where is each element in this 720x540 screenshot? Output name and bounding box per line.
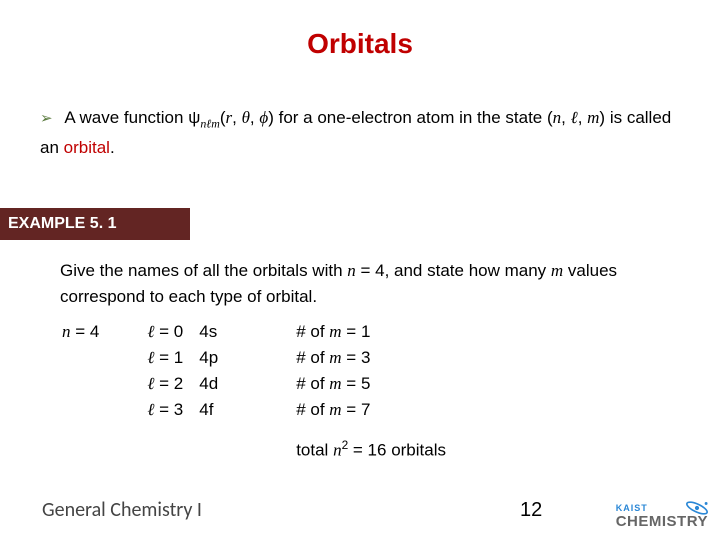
col-name: 4p [199, 346, 232, 370]
table-row: ℓ = 24d # of m = 5 [62, 372, 460, 396]
bullet-text-1: A wave function [64, 108, 188, 127]
col-n: n = 4 [62, 320, 113, 344]
col-l: ℓ = 0 [147, 320, 197, 344]
logo-top: KAIST [616, 503, 648, 513]
col-name: 4d [199, 372, 232, 396]
col-n [62, 398, 113, 422]
table-total-row: total n2 = 16 orbitals [62, 436, 460, 463]
orbital-table: n = 4ℓ = 04s# of m = 1ℓ = 14p# of m = 3ℓ… [60, 318, 462, 465]
psi-expr: ψnℓm(r, θ, ϕ) [188, 108, 274, 127]
col-l: ℓ = 2 [147, 372, 197, 396]
bullet-wavefunction: ➢ A wave function ψnℓm(r, θ, ϕ) for a on… [40, 104, 690, 163]
table-row: ℓ = 34f # of m = 7 [62, 398, 460, 422]
example-question: Give the names of all the orbitals with … [60, 258, 680, 309]
col-m: # of m = 3 [296, 346, 460, 370]
col-name: 4f [199, 398, 232, 422]
page-number: 12 [520, 499, 542, 522]
bullet-text-4: . [110, 138, 115, 157]
atom-icon [684, 495, 710, 521]
table-row: n = 4 ℓ = 04s # of m = 1 [62, 320, 460, 344]
footer-course: General Chemistry I [42, 498, 202, 522]
orbital-word: orbital [64, 138, 110, 157]
col-n [62, 346, 113, 370]
slide-title: Orbitals [0, 28, 720, 60]
state-expr: (n, ℓ, m) [547, 108, 605, 127]
bullet-text-2: for a one-electron atom in the state [279, 108, 547, 127]
col-n [62, 372, 113, 396]
bullet-arrow-icon: ➢ [40, 106, 53, 132]
col-m: # of m = 5 [296, 372, 460, 396]
example-bar: EXAMPLE 5. 1 [0, 208, 190, 240]
col-m: # of m = 7 [296, 398, 460, 422]
col-l: ℓ = 1 [147, 346, 197, 370]
kaist-logo: KAIST CHEMISTRY [616, 503, 708, 531]
col-name: 4s [199, 320, 232, 344]
table-row: ℓ = 14p # of m = 3 [62, 346, 460, 370]
col-l: ℓ = 3 [147, 398, 197, 422]
col-m: # of m = 1 [296, 320, 460, 344]
total-cell: total n2 = 16 orbitals [296, 436, 460, 463]
